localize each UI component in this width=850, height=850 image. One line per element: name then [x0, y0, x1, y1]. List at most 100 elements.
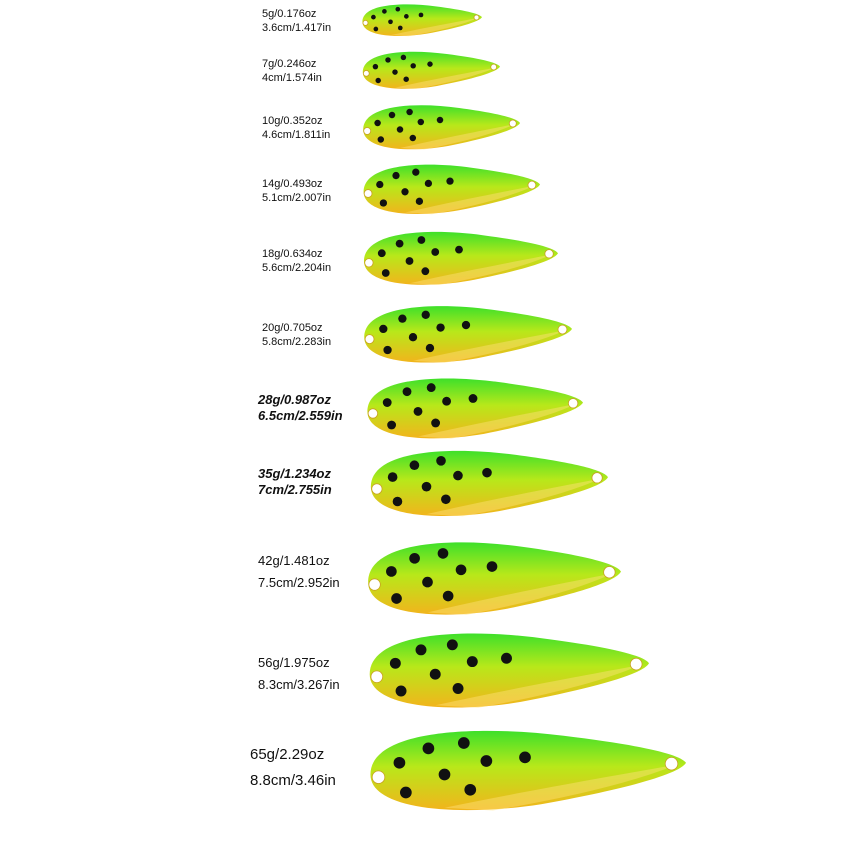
lure-length: 5.8cm/2.283in: [262, 335, 332, 348]
lure-dot: [436, 455, 446, 466]
lure-weight: 10g/0.352oz: [262, 115, 323, 127]
lure-dot: [400, 54, 407, 61]
lure-dot: [415, 197, 424, 205]
lure-dot: [376, 180, 384, 189]
lure-hole: [603, 566, 616, 579]
lure-dot: [417, 236, 426, 244]
lure-dot: [422, 742, 435, 755]
lure-body: [368, 542, 621, 615]
lure-dot: [436, 323, 445, 332]
lure-dot: [381, 269, 390, 277]
lure-label: 18g/0.634oz 5.6cm/2.204in: [262, 248, 331, 276]
lure-dot: [408, 333, 418, 342]
lure-dot: [501, 652, 512, 664]
lure-body: [363, 164, 540, 214]
lure-dot: [387, 420, 397, 430]
lure-hole: [371, 770, 386, 784]
lure-length: 4.6cm/1.811in: [262, 128, 331, 141]
lure-dot: [392, 171, 400, 180]
lure-dot: [426, 383, 436, 393]
lure-hole: [364, 258, 374, 268]
lure-dot: [401, 188, 409, 196]
lure-length: 8.8cm/3.46in: [250, 771, 336, 789]
lure-weight: 20g/0.705oz: [262, 322, 323, 334]
lure-dot: [395, 6, 401, 12]
lure-dot: [392, 69, 398, 75]
lure-dot: [438, 768, 451, 781]
lure-length: 8.3cm/3.267in: [258, 677, 340, 693]
lure-dot: [377, 136, 385, 143]
lure-weight: 42g/1.481oz: [258, 553, 330, 568]
lure-dot: [406, 108, 413, 116]
lure-dot: [395, 685, 407, 697]
lure-hole: [527, 180, 537, 190]
lure-dot: [417, 118, 425, 126]
spoon-lure-icon: [362, 51, 500, 89]
lure-dot: [412, 168, 420, 176]
lure-dot: [374, 119, 381, 127]
lure-hole: [473, 14, 480, 21]
lure-body: [362, 51, 500, 89]
lure-hole: [371, 483, 383, 495]
lure-length: 7.5cm/2.952in: [258, 575, 340, 591]
lure-dot: [379, 324, 388, 334]
lure-label: 28g/0.987oz 6.5cm/2.559in: [258, 392, 343, 425]
lure-dot: [382, 9, 387, 14]
lure-hole: [664, 757, 679, 771]
lure-body: [362, 4, 482, 37]
spoon-lure-icon: [363, 164, 540, 215]
spoon-lure-icon: [370, 730, 686, 811]
lure-dot: [441, 494, 451, 505]
lure-weight: 28g/0.987oz: [258, 392, 331, 407]
lure-dot: [442, 590, 454, 602]
lure-weight: 7g/0.246oz: [262, 58, 317, 70]
lure-length: 6.5cm/2.559in: [258, 408, 343, 424]
lure-dot: [387, 472, 398, 482]
lure-dot: [403, 76, 409, 82]
lure-dot: [386, 566, 397, 577]
lure-label: 20g/0.705oz 5.8cm/2.283in: [262, 322, 331, 350]
lure-body: [370, 730, 686, 811]
lure-dot: [425, 343, 435, 353]
lure-dot: [415, 644, 427, 656]
lure-dot: [388, 19, 393, 25]
lure-dot: [455, 245, 463, 254]
lure-dot: [424, 179, 433, 188]
lure-label: 56g/1.975oz 8.3cm/3.267in: [258, 652, 340, 696]
lure-hole: [557, 324, 568, 335]
lure-weight: 14g/0.493oz: [262, 178, 323, 190]
lure-weight: 65g/2.29oz: [250, 746, 325, 763]
lure-dot: [418, 12, 424, 18]
lure-hole: [367, 408, 379, 419]
lure-label: 5g/0.176oz 3.6cm/1.417in: [262, 8, 331, 36]
lure-dot: [372, 63, 379, 70]
lure-dot: [421, 310, 430, 319]
lure-body: [363, 231, 558, 285]
lure-dot: [413, 406, 423, 416]
lure-dot: [397, 25, 403, 31]
lure-dot: [482, 467, 492, 478]
lure-dot: [375, 77, 381, 84]
lure-hole: [370, 670, 384, 684]
lure-hole: [567, 398, 579, 409]
lure-dot: [396, 126, 404, 133]
lure-dot: [480, 755, 493, 767]
lure-length: 5.6cm/2.204in: [262, 261, 332, 274]
lure-dot: [392, 496, 403, 507]
lure-hole: [363, 189, 373, 198]
lure-dot: [468, 394, 478, 403]
lure-dot: [379, 199, 388, 207]
lure-label: 14g/0.493oz 5.1cm/2.007in: [262, 178, 331, 206]
lure-weight: 35g/1.234oz: [258, 466, 331, 481]
spoon-lure-icon: [362, 4, 482, 37]
lure-label: 42g/1.481oz 7.5cm/2.952in: [258, 550, 340, 594]
lure-dot: [398, 314, 407, 323]
lure-dot: [455, 564, 467, 576]
lure-dot: [429, 668, 441, 680]
lure-dot: [457, 737, 470, 749]
lure-label: 7g/0.246oz 4cm/1.574in: [262, 58, 322, 86]
lure-dot: [409, 552, 420, 564]
lure-dot: [391, 593, 402, 604]
lure-body: [363, 105, 520, 150]
lure-dot: [421, 267, 430, 276]
